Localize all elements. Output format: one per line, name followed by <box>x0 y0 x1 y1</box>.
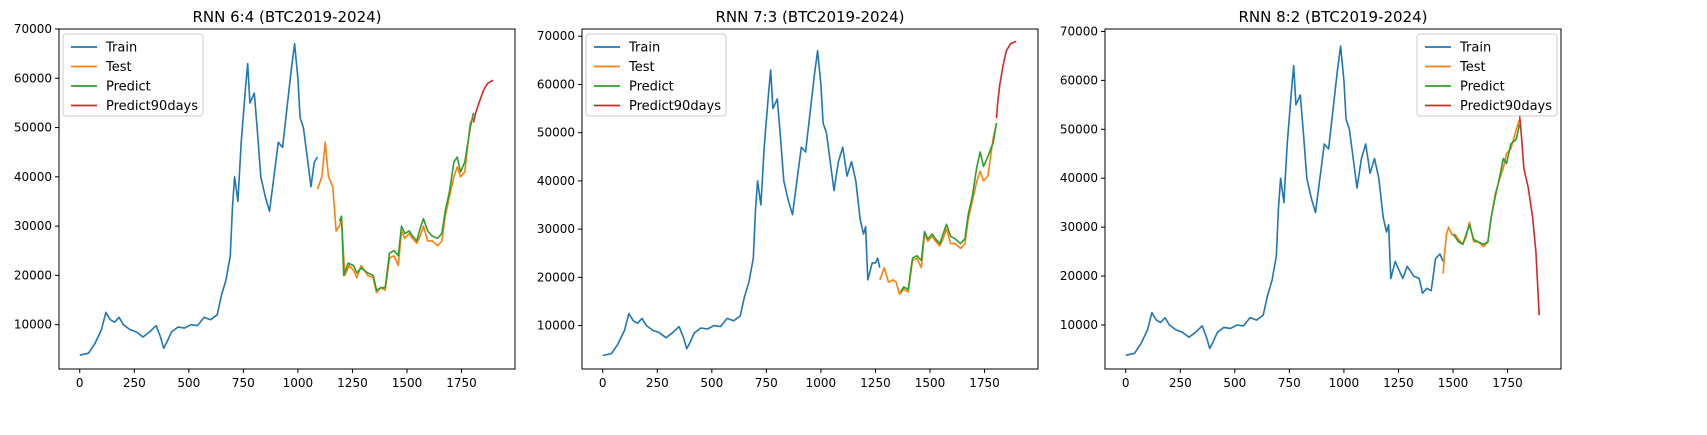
x-tick-label: 0 <box>76 376 84 390</box>
x-tick-label: 1500 <box>1438 376 1469 390</box>
y-tick-label: 70000 <box>537 29 575 43</box>
legend: Train Test Predict Predict90days <box>62 33 204 117</box>
legend-box <box>585 33 727 117</box>
x-tick-label: 1500 <box>392 376 423 390</box>
x-tick-label: 1750 <box>969 376 1000 390</box>
x-tick-label: 1000 <box>283 376 314 390</box>
legend-label-predict: Predict <box>1460 80 1505 95</box>
x-tick-label: 1250 <box>860 376 891 390</box>
x-tick-label: 1000 <box>806 376 837 390</box>
legend-box <box>62 33 204 117</box>
chart-title: RNN 6:4 (BTC2019-2024) <box>192 8 381 26</box>
x-tick-label: 1500 <box>915 376 946 390</box>
y-tick-label: 70000 <box>1060 24 1098 38</box>
legend-label-test: Test <box>105 60 132 75</box>
y-tick-label: 50000 <box>1060 122 1098 136</box>
x-tick-label: 250 <box>646 376 669 390</box>
series-line-train <box>79 42 319 356</box>
x-tick-label: 1250 <box>1383 376 1414 390</box>
y-tick-label: 20000 <box>537 270 575 284</box>
legend: Train Test Predict Predict90days <box>585 33 727 117</box>
x-tick-label: 0 <box>1122 376 1130 390</box>
series-line-train <box>602 49 881 357</box>
x-tick-label: 1250 <box>337 376 368 390</box>
y-tick-label: 50000 <box>14 121 52 135</box>
series-line-test <box>316 117 475 294</box>
y-tick-label: 10000 <box>14 318 52 332</box>
chart-title: RNN 7:3 (BTC2019-2024) <box>715 8 904 26</box>
series-line-predict90days <box>995 40 1017 119</box>
x-tick-label: 0 <box>599 376 607 390</box>
legend-label-train: Train <box>105 41 137 56</box>
x-tick-label: 750 <box>1278 376 1301 390</box>
axes-frame <box>1104 28 1562 370</box>
y-tick-label: 10000 <box>537 319 575 333</box>
legend-label-predict90days: Predict90days <box>629 99 721 114</box>
chart-panel-2: RNN 7:3 (BTC2019-2024) 0 250 500 750 1000 1250… <box>537 8 1039 390</box>
axes-frame <box>58 28 516 370</box>
x-tick-label: 250 <box>123 376 146 390</box>
legend-label-train: Train <box>628 41 660 56</box>
legend-label-predict: Predict <box>106 80 151 95</box>
y-tick-label: 10000 <box>1060 318 1098 332</box>
y-tick-label: 50000 <box>537 126 575 140</box>
legend: Train Test Predict Predict90days <box>1416 33 1558 117</box>
y-tick-label: 30000 <box>1060 220 1098 234</box>
series-group <box>1125 45 1540 357</box>
series-line-test <box>879 122 998 296</box>
series-line-test <box>1442 119 1521 274</box>
chart-panel-3: RNN 8:2 (BTC2019-2024) 0 250 500 750 1000 1250… <box>1060 8 1562 390</box>
chart-title: RNN 8:2 (BTC2019-2024) <box>1238 8 1427 26</box>
legend-label-test: Test <box>628 60 655 75</box>
y-tick-label: 30000 <box>14 219 52 233</box>
y-tick-label: 20000 <box>14 268 52 282</box>
x-tick-label: 500 <box>177 376 200 390</box>
series-line-train <box>1125 45 1444 357</box>
chart-panel-1: RNN 6:4 (BTC2019-2024) 0 250 500 750 1000 1250… <box>14 8 516 390</box>
x-tick-label: 1750 <box>1492 376 1523 390</box>
legend-label-predict90days: Predict90days <box>1460 99 1552 114</box>
y-tick-label: 40000 <box>14 170 52 184</box>
x-tick-label: 500 <box>700 376 723 390</box>
legend-label-predict: Predict <box>629 80 674 95</box>
x-tick-label: 250 <box>1169 376 1192 390</box>
y-tick-label: 20000 <box>1060 269 1098 283</box>
x-tick-label: 750 <box>232 376 255 390</box>
x-tick-label: 750 <box>755 376 778 390</box>
legend-label-predict90days: Predict90days <box>106 99 198 114</box>
x-tick-label: 1000 <box>1329 376 1360 390</box>
y-tick-label: 60000 <box>537 77 575 91</box>
legend-label-test: Test <box>1459 60 1486 75</box>
series-line-predict90days <box>1518 114 1540 316</box>
y-tick-label: 60000 <box>14 71 52 85</box>
x-tick-label: 1750 <box>446 376 477 390</box>
series-line-predict <box>338 112 475 292</box>
y-tick-label: 60000 <box>1060 73 1098 87</box>
legend-box <box>1416 33 1558 117</box>
series-line-predict <box>899 122 998 293</box>
series-line-predict <box>1452 124 1521 246</box>
y-tick-label: 40000 <box>537 174 575 188</box>
axes-frame <box>581 28 1039 370</box>
series-group <box>79 42 494 356</box>
y-tick-label: 40000 <box>1060 171 1098 185</box>
series-line-predict90days <box>472 79 494 123</box>
y-tick-label: 30000 <box>537 222 575 236</box>
y-tick-label: 70000 <box>14 22 52 36</box>
legend-label-train: Train <box>1459 41 1491 56</box>
x-tick-label: 500 <box>1223 376 1246 390</box>
series-group <box>602 40 1017 357</box>
